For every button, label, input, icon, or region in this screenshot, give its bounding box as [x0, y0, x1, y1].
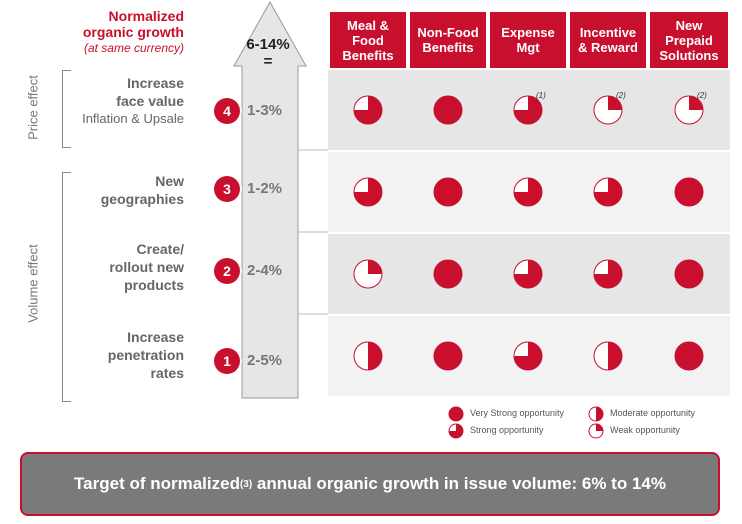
footnote-marker: (2)	[697, 91, 707, 100]
arrow-total-range: 6-14% =	[246, 36, 290, 70]
column-header-prepaid: New Prepaid Solutions	[650, 12, 728, 68]
legend-weak-label: Weak opportunity	[610, 425, 680, 435]
opportunity-very-strong-icon	[674, 177, 704, 212]
opportunity-weak-icon	[674, 95, 704, 130]
column-header-meal-food: Meal & Food Benefits	[330, 12, 406, 68]
opportunity-strong-icon	[353, 95, 383, 130]
opportunity-very-strong-icon	[674, 259, 704, 294]
legend-strong-label: Strong opportunity	[470, 425, 544, 435]
row-number-badge: 1	[214, 348, 240, 374]
footnote-marker: (2)	[616, 91, 626, 100]
opportunity-weak-icon	[353, 259, 383, 294]
opportunity-moderate-icon	[593, 341, 623, 376]
legend-very-strong-icon	[448, 406, 464, 427]
row-growth-range: 2-4%	[247, 262, 283, 279]
row-growth-range: 1-3%	[247, 102, 283, 119]
row-label-geographies: New geographies	[100, 173, 184, 207]
row-label-penetration: Increase penetration rates	[107, 329, 184, 381]
opportunity-very-strong-icon	[433, 259, 463, 294]
row-label-face-value: Increase face value Inflation & Upsale	[82, 75, 184, 126]
growth-arrow	[233, 0, 328, 399]
opportunity-very-strong-icon	[674, 341, 704, 376]
column-header-expense: Expense Mgt	[490, 12, 566, 68]
column-header-non-food: Non-Food Benefits	[410, 12, 486, 68]
row-number-badge: 2	[214, 258, 240, 284]
legend-very-strong-label: Very Strong opportunity	[470, 408, 565, 418]
footnote-marker: (1)	[536, 91, 546, 100]
chart-title: Normalized organic growth	[82, 8, 184, 40]
opportunity-strong-icon	[513, 259, 543, 294]
chart-subtitle: (at same currency)	[83, 41, 184, 55]
opportunity-weak-icon	[593, 95, 623, 130]
opportunity-strong-icon	[513, 341, 543, 376]
opportunity-strong-icon	[353, 177, 383, 212]
opportunity-very-strong-icon	[433, 341, 463, 376]
legend-strong-icon	[448, 423, 464, 444]
row-number-badge: 4	[214, 98, 240, 124]
legend-weak-icon	[588, 423, 604, 444]
opportunity-strong-icon	[513, 95, 543, 130]
opportunity-strong-icon	[513, 177, 543, 212]
opportunity-strong-icon	[593, 177, 623, 212]
column-header-incentive: Incentive & Reward	[570, 12, 646, 68]
target-banner: Target of normalized (3) annual organic g…	[20, 452, 720, 516]
opportunity-very-strong-icon	[433, 177, 463, 212]
price-effect-bracket	[62, 70, 71, 148]
opportunity-strong-icon	[593, 259, 623, 294]
opportunity-moderate-icon	[353, 341, 383, 376]
legend: Very Strong opportunity Strong opportuni…	[448, 404, 728, 440]
row-number-badge: 3	[214, 176, 240, 202]
row-label-products: Create/rollout new products	[109, 241, 184, 293]
row-growth-range: 1-2%	[247, 180, 283, 197]
legend-moderate-icon	[588, 406, 604, 427]
legend-moderate-label: Moderate opportunity	[610, 408, 696, 418]
volume-effect-bracket	[62, 172, 71, 402]
row-growth-range: 2-5%	[247, 352, 283, 369]
opportunity-very-strong-icon	[433, 95, 463, 130]
